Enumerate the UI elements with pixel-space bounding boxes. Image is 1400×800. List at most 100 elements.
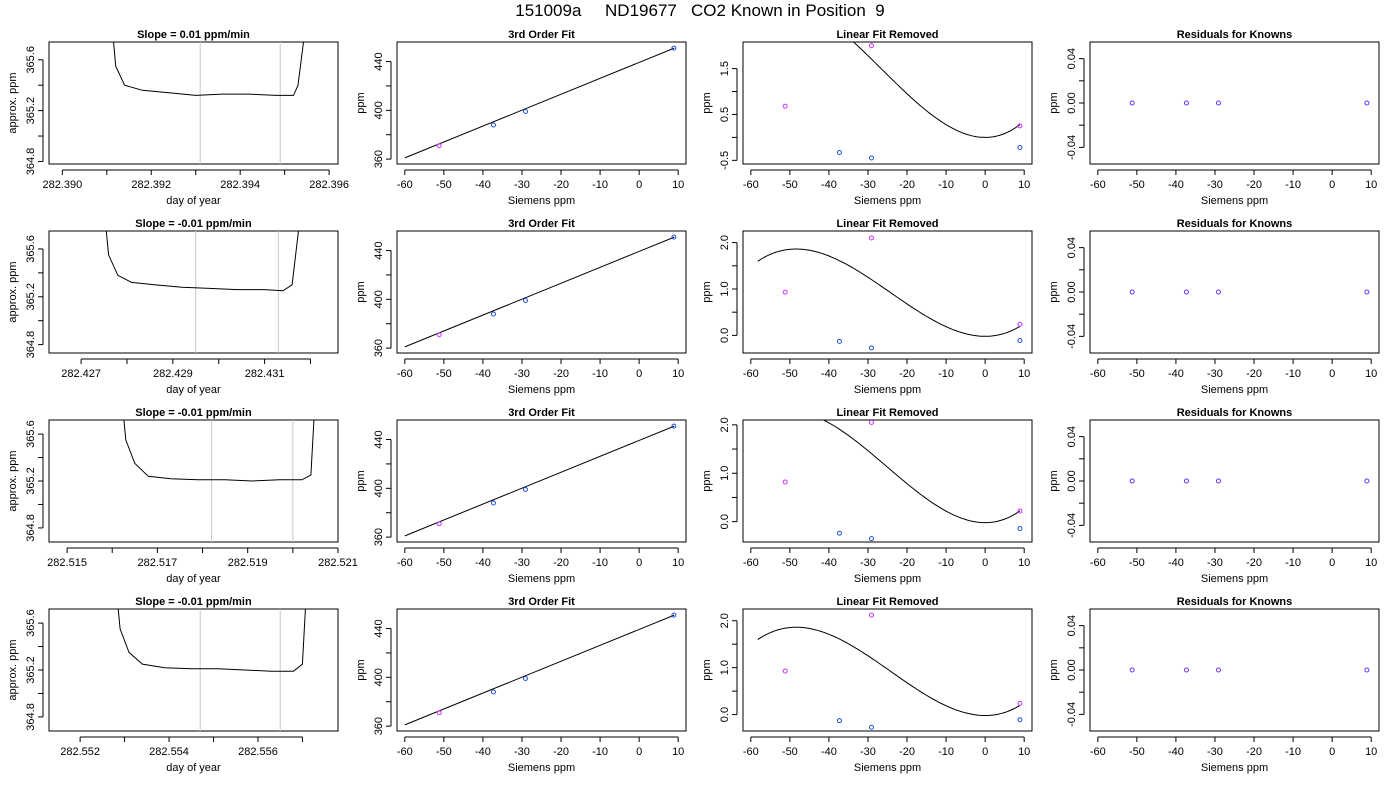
data-point — [436, 710, 442, 716]
y-axis-label: ppm — [355, 92, 367, 113]
panel-1-0: Slope = -0.01 ppm/min 282.427 282.429 282.4… — [7, 218, 339, 396]
data-point — [868, 724, 874, 730]
x-tick-label: 0 — [636, 557, 642, 569]
plot-frame — [396, 41, 687, 165]
x-tick-label: -60 — [743, 557, 759, 569]
y-tick-label: 360 — [373, 528, 385, 546]
plot-data — [782, 42, 1023, 161]
data-line — [117, 609, 306, 672]
x-tick-label: -50 — [782, 368, 798, 380]
y-tick-label: 2.0 — [719, 235, 731, 250]
plot-frame — [396, 419, 687, 543]
data-point — [836, 338, 842, 344]
y-axis-label: approx. ppm — [7, 72, 19, 133]
panel-title: 3rd Order Fit — [508, 596, 575, 608]
data-point — [1364, 478, 1370, 484]
x-tick-label: 10 — [672, 368, 684, 380]
panel-title: Linear Fit Removed — [836, 407, 938, 419]
x-tick-label: -40 — [1168, 179, 1184, 191]
x-tick-label: 10 — [1018, 368, 1030, 380]
x-tick-label: 10 — [1018, 179, 1030, 191]
x-axis-label: Siemens ppm — [1201, 384, 1268, 396]
x-tick-label: -60 — [397, 746, 413, 758]
plot-data — [105, 231, 299, 353]
plot-data — [404, 423, 677, 537]
plot-data — [1129, 289, 1370, 295]
y-tick-label: 440 — [373, 52, 385, 70]
x-tick-label: 282.519 — [228, 557, 268, 569]
x-tick-label: 10 — [672, 557, 684, 569]
x-tick-label: 10 — [1365, 746, 1377, 758]
x-tick-label: 10 — [1365, 179, 1377, 191]
x-tick-label: 0 — [982, 557, 988, 569]
x-tick-label: 0 — [636, 368, 642, 380]
x-axis-label: Siemens ppm — [854, 195, 921, 207]
data-point — [1215, 478, 1221, 484]
data-point — [1215, 100, 1221, 106]
panel-title: 3rd Order Fit — [508, 218, 575, 230]
x-tick-label: -10 — [938, 557, 954, 569]
x-tick-label: -20 — [899, 746, 915, 758]
panel-2-3: Residuals for Knowns -60 -50 -40 -30 -20 -10 0 1… — [1048, 407, 1380, 585]
y-axis-label: approx. ppm — [7, 450, 19, 511]
data-point — [522, 298, 528, 304]
y-tick-label: -0.04 — [1066, 513, 1078, 538]
panel-title: Linear Fit Removed — [836, 596, 938, 608]
y-tick-label: 1.0 — [719, 466, 731, 481]
panel-title: Linear Fit Removed — [836, 29, 938, 41]
plot-frame — [396, 230, 687, 354]
data-point — [1129, 667, 1135, 673]
x-tick-label: -30 — [860, 368, 876, 380]
x-tick-label: 282.394 — [220, 179, 260, 191]
x-axis-label: Siemens ppm — [1201, 762, 1268, 774]
data-point — [868, 345, 874, 351]
x-tick-label: -20 — [899, 368, 915, 380]
x-axis-label: day of year — [166, 195, 221, 207]
data-point — [522, 487, 528, 493]
data-point — [522, 109, 528, 115]
x-tick-label: -30 — [514, 557, 530, 569]
y-tick-label: 0.0 — [719, 328, 731, 343]
y-tick-label: 0.04 — [1066, 237, 1078, 258]
x-tick-label: 282.390 — [42, 179, 82, 191]
x-tick-label: 10 — [1365, 557, 1377, 569]
x-tick-label: -30 — [860, 557, 876, 569]
data-point — [1129, 478, 1135, 484]
x-tick-label: 10 — [672, 746, 684, 758]
y-tick-label: 2.0 — [719, 613, 731, 628]
x-tick-label: -30 — [860, 179, 876, 191]
x-tick-label: -60 — [1090, 746, 1106, 758]
y-axis-label: approx. ppm — [7, 261, 19, 322]
panel-title: 3rd Order Fit — [508, 29, 575, 41]
x-tick-label: 10 — [672, 179, 684, 191]
panel-2-2: Linear Fit Removed -60 -50 -40 -30 -20 -10 0 10 S… — [701, 407, 1033, 585]
x-tick-label: -30 — [1207, 746, 1223, 758]
x-axis-label: Siemens ppm — [1201, 195, 1268, 207]
panel-1-1: 3rd Order Fit -60 -50 -40 -30 -20 -10 0 10 Siemen… — [355, 218, 687, 396]
data-point — [522, 676, 528, 682]
plot-frame — [48, 41, 339, 165]
panel-0-0: Slope = 0.01 ppm/min 282.390 282.392 282.39… — [7, 29, 349, 207]
panel-3-2: Linear Fit Removed -60 -50 -40 -30 -20 -10 0 10 S… — [701, 596, 1033, 774]
x-tick-label: -20 — [553, 557, 569, 569]
data-point — [490, 689, 496, 695]
y-tick-label: 365.6 — [25, 609, 37, 637]
y-tick-label: 365.6 — [25, 420, 37, 448]
y-tick-label: 360 — [373, 150, 385, 168]
x-tick-label: -40 — [475, 557, 491, 569]
plot-data — [404, 45, 677, 159]
y-tick-label: 360 — [373, 717, 385, 735]
x-tick-label: -60 — [743, 179, 759, 191]
data-point — [671, 234, 677, 240]
y-tick-label: 1.5 — [719, 61, 731, 76]
panel-2-1: 3rd Order Fit -60 -50 -40 -30 -20 -10 0 10 Siemen… — [355, 407, 687, 585]
y-axis-label: ppm — [355, 281, 367, 302]
data-line — [123, 420, 315, 482]
x-tick-label: 0 — [1329, 368, 1335, 380]
y-axis-label: approx. ppm — [7, 639, 19, 700]
data-point — [1017, 123, 1023, 129]
x-tick-label: -60 — [1090, 179, 1106, 191]
plot-frame — [742, 41, 1033, 165]
y-axis-label: ppm — [701, 92, 713, 113]
